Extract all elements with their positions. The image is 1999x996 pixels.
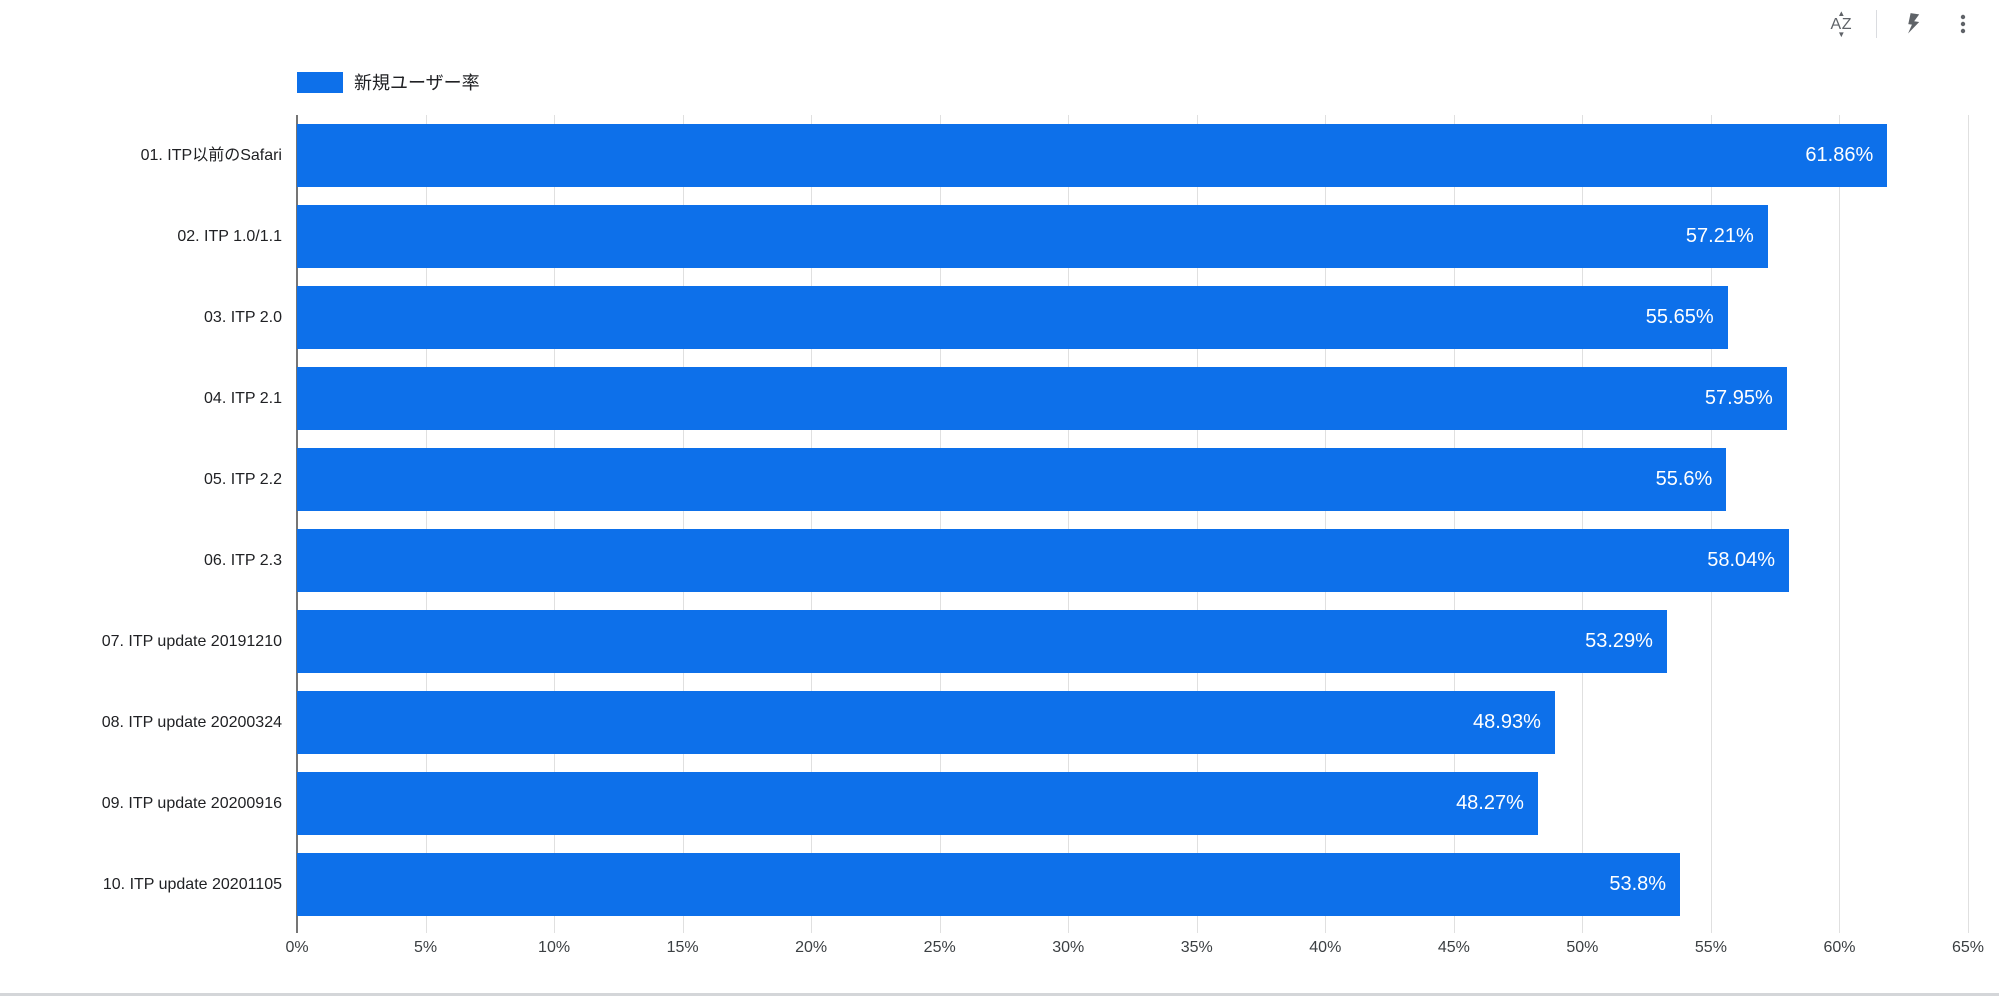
x-tick-label: 30% <box>1052 939 1085 956</box>
x-axis: 0% 5% 10% 15% 20% 25% 30% 35% 40% 45% 50% 55% 60% 65% <box>285 936 1984 962</box>
x-tick-label: 5% <box>413 939 438 956</box>
gridline <box>939 115 941 933</box>
bar[interactable]: 58.04% <box>297 529 1790 592</box>
gridline <box>1582 115 1584 933</box>
table-row: 02. ITP 1.0/1.1 57.21% <box>177 196 1968 277</box>
bar-value-label: 53.29% <box>1585 630 1653 652</box>
bar[interactable]: 53.8% <box>297 853 1681 916</box>
bar-value-label: 61.86% <box>1805 144 1874 166</box>
gridline <box>811 115 813 933</box>
bar[interactable]: 61.86% <box>297 124 1888 187</box>
bar[interactable]: 55.6% <box>297 448 1727 511</box>
category-label: 05. ITP 2.2 <box>204 471 282 488</box>
chart-toolbar: ▲ AZ ▼ <box>1831 6 1975 42</box>
table-row: 05. ITP 2.2 55.6% <box>204 439 1968 520</box>
sort-up-arrow-icon: ▲ <box>1837 8 1846 18</box>
sort-az-letters: AZ <box>1830 15 1852 33</box>
gridline <box>1325 115 1327 933</box>
x-tick-label: 50% <box>1566 939 1599 956</box>
table-row: 04. ITP 2.1 57.95% <box>204 358 1968 439</box>
table-row: 01. ITP以前のSafari 61.86% <box>141 115 1968 196</box>
bar[interactable]: 55.65% <box>297 286 1728 349</box>
bar[interactable]: 48.27% <box>297 772 1538 835</box>
bar-value-label: 55.65% <box>1645 306 1714 328</box>
bar-value-label: 48.27% <box>1456 792 1524 814</box>
table-row: 10. ITP update 20201105 53.8% <box>103 844 1968 925</box>
x-tick-label: 25% <box>923 939 956 956</box>
bar-value-label: 55.6% <box>1655 468 1713 490</box>
category-label: 09. ITP update 20200916 <box>101 795 282 812</box>
x-tick-label: 45% <box>1437 939 1470 956</box>
gridline <box>1068 115 1070 933</box>
bar-value-label: 58.04% <box>1707 549 1776 571</box>
gridline <box>554 115 556 933</box>
legend-swatch <box>297 71 343 93</box>
x-tick-label: 55% <box>1694 939 1727 956</box>
bar-value-label: 48.93% <box>1473 711 1541 733</box>
gridline <box>1196 115 1198 933</box>
gridline <box>1968 115 1969 933</box>
x-tick-label: 65% <box>1951 939 1985 956</box>
category-label: 02. ITP 1.0/1.1 <box>177 228 282 245</box>
lightning-icon-svg <box>1908 13 1920 34</box>
gridline <box>1453 115 1455 933</box>
category-label: 01. ITP以前のSafari <box>140 147 282 164</box>
category-label: 08. ITP update 20200324 <box>101 714 282 731</box>
category-label: 03. ITP 2.0 <box>204 309 282 326</box>
bar-value-label: 57.21% <box>1685 225 1754 247</box>
category-label: 10. ITP update 20201105 <box>102 876 282 893</box>
x-tick-label: 40% <box>1309 939 1342 956</box>
table-row: 06. ITP 2.3 58.04% <box>204 520 1968 601</box>
gridline <box>682 115 684 933</box>
bottom-border <box>0 993 1999 996</box>
legend-label: 新規ユーザー率 <box>354 73 480 93</box>
x-tick-label: 60% <box>1823 939 1856 956</box>
x-tick-label: 35% <box>1180 939 1213 956</box>
sort-down-arrow-icon: ▼ <box>1837 29 1846 39</box>
table-row: 09. ITP update 20200916 48.27% <box>102 763 1968 844</box>
legend: 新規ユーザー率 <box>297 70 480 94</box>
sort-az-icon[interactable]: ▲ AZ ▼ <box>1830 8 1852 39</box>
table-row: 03. ITP 2.0 55.65% <box>204 277 1968 358</box>
bar-value-label: 53.8% <box>1609 873 1667 895</box>
bar[interactable]: 48.93% <box>297 691 1555 754</box>
x-tick-label: 10% <box>538 939 571 956</box>
category-label: 06. ITP 2.3 <box>204 552 282 569</box>
bar[interactable]: 57.95% <box>297 367 1787 430</box>
bar[interactable]: 53.29% <box>297 610 1667 673</box>
category-label: 07. ITP update 20191210 <box>101 633 282 650</box>
kebab-menu-icon-svg <box>1960 14 1966 34</box>
kebab-menu-icon[interactable] <box>1951 12 1975 36</box>
bar[interactable]: 57.21% <box>297 205 1768 268</box>
gridline <box>425 115 427 933</box>
lightning-icon[interactable] <box>1901 11 1927 37</box>
toolbar-divider <box>1876 10 1877 38</box>
y-axis-line <box>296 115 298 933</box>
table-row: 08. ITP update 20200324 48.93% <box>102 682 1968 763</box>
x-tick-label: 0% <box>285 939 309 956</box>
gridline <box>1710 115 1712 933</box>
bar-value-label: 57.95% <box>1704 387 1773 409</box>
x-tick-label: 20% <box>795 939 828 956</box>
plot-area: 01. ITP以前のSafari 61.86% 02. ITP 1.0/1.1 57.… <box>102 115 1969 933</box>
gridline <box>1839 115 1841 933</box>
category-label: 04. ITP 2.1 <box>204 390 282 407</box>
table-row: 07. ITP update 20191210 53.29% <box>102 601 1968 682</box>
x-tick-label: 15% <box>666 939 699 956</box>
